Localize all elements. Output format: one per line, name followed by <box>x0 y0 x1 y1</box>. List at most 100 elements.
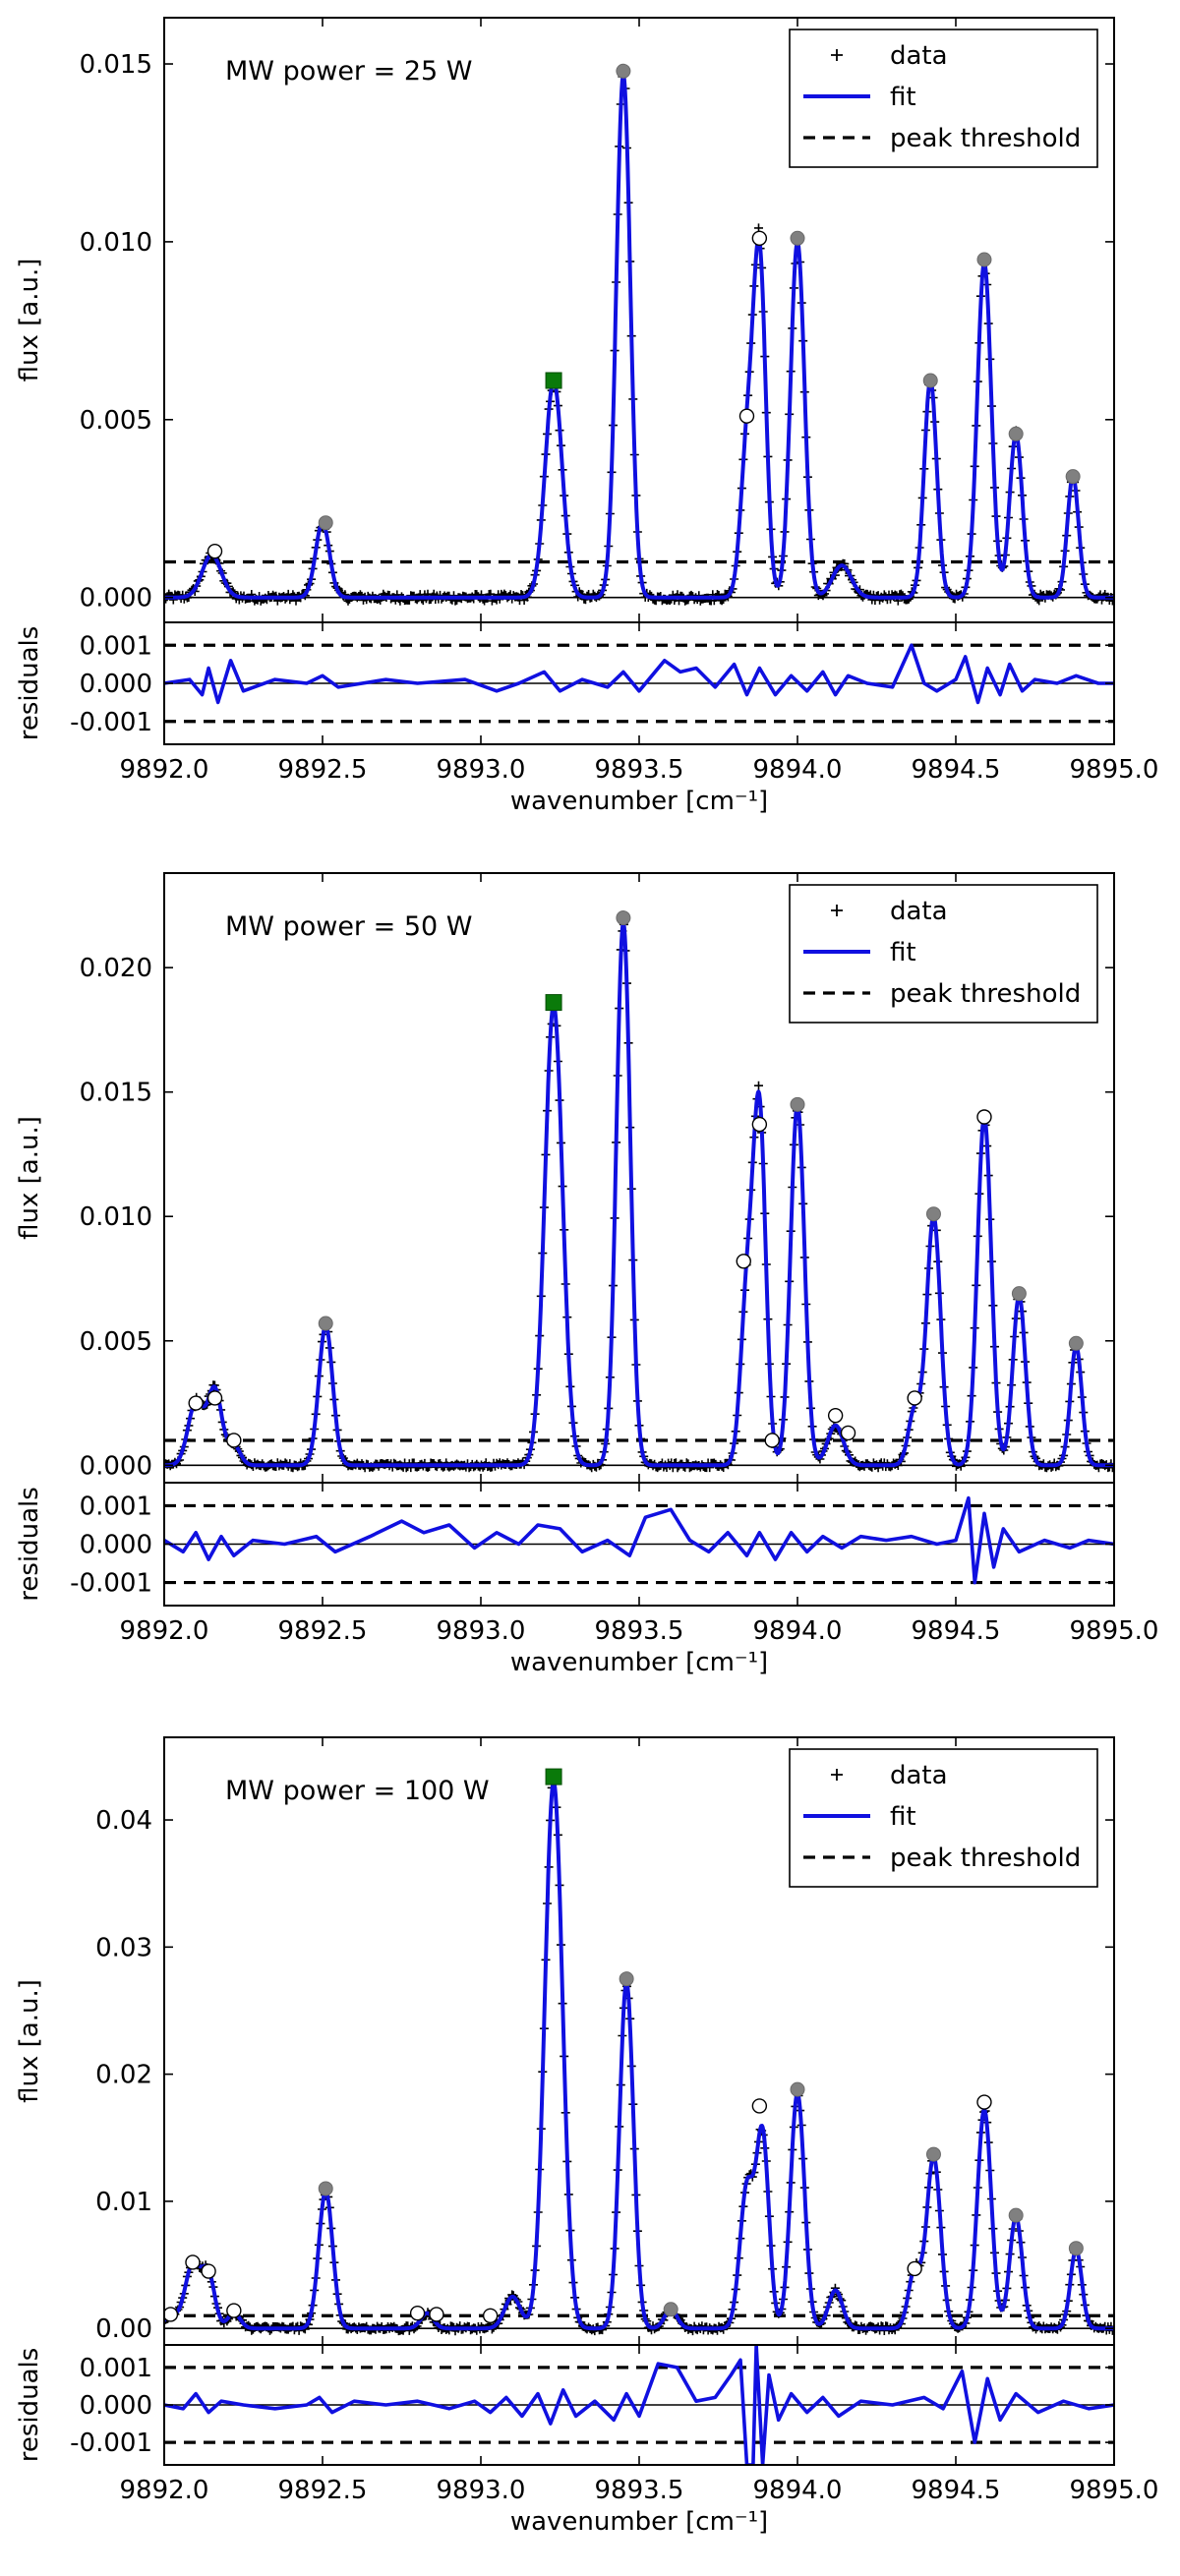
residual-plot-area <box>164 2345 1114 2465</box>
y-tick-label: 0.020 <box>80 954 152 983</box>
x-tick-label: 9893.0 <box>437 2476 526 2505</box>
peak-marker-open <box>751 2098 768 2114</box>
x-tick-label: 9895.0 <box>1070 755 1159 785</box>
y-tick-label: 0.010 <box>80 1202 152 1232</box>
peak-marker <box>616 910 631 926</box>
peak-marker-open <box>226 1433 242 1448</box>
peak-marker <box>925 2146 941 2162</box>
x-tick-label: 9893.5 <box>595 2476 684 2505</box>
x-tick-label: 9894.0 <box>753 1616 843 1646</box>
y-axis-label: flux [a.u.] <box>15 1116 44 1240</box>
peak-marker <box>318 1316 333 1331</box>
reference-peak-marker <box>545 372 562 389</box>
residual-y-tick-label: -0.001 <box>70 708 152 737</box>
x-axis-label: wavenumber [cm⁻¹] <box>510 787 768 816</box>
peak-marker <box>790 2081 805 2097</box>
y-tick-label: 0.000 <box>80 1451 152 1481</box>
y-tick-label: 0.03 <box>95 1933 152 1962</box>
peak-marker <box>663 2302 678 2317</box>
chart-panel: 0.000 0.005 0.010 0.015 0.020 flux [a.u.] MW p… <box>15 872 1159 1677</box>
peak-marker <box>922 373 938 388</box>
residual-y-tick-label: 0.001 <box>80 1492 152 1521</box>
peak-marker <box>790 230 805 246</box>
residual-plot-area <box>164 643 1114 724</box>
peak-marker <box>318 2181 333 2196</box>
legend-label-fit: fit <box>890 938 916 967</box>
y-tick-label: 0.015 <box>80 1079 152 1108</box>
residual-y-tick-label: 0.001 <box>80 2354 152 2383</box>
peak-marker-open <box>907 2260 922 2277</box>
residual-line <box>164 1495 1114 1585</box>
x-tick-label: 9893.5 <box>595 1616 684 1646</box>
peak-marker-open <box>976 1109 992 1125</box>
residual-y-tick-label: -0.001 <box>70 1569 152 1599</box>
peak-marker <box>1068 2241 1084 2256</box>
peak-marker-open <box>409 2305 426 2321</box>
reference-peak-marker <box>545 1768 562 1786</box>
residuals-axis-label: residuals <box>15 1487 44 1602</box>
x-tick-label: 9892.5 <box>278 1616 368 1646</box>
legend-label-threshold: peak threshold <box>890 124 1081 153</box>
x-tick-label: 9892.5 <box>278 2476 368 2505</box>
x-tick-label: 9895.0 <box>1070 2476 1159 2505</box>
x-tick-label: 9892.0 <box>120 755 209 785</box>
fit-line <box>164 920 1114 1468</box>
x-tick-label: 9895.0 <box>1070 1616 1159 1646</box>
residual-y-tick-label: 0.000 <box>80 2391 152 2421</box>
peak-marker-open <box>226 2303 242 2318</box>
residual-y-tick-label: 0.000 <box>80 1531 152 1560</box>
residual-plot-area <box>164 1495 1114 1585</box>
main-plot-area <box>164 910 1114 1473</box>
residuals-axis-label: residuals <box>15 626 44 741</box>
peak-marker <box>976 252 992 267</box>
x-tick-label: 9894.0 <box>753 755 843 785</box>
y-tick-label: 0.02 <box>95 2061 152 2090</box>
main-plot-area <box>164 63 1114 606</box>
y-tick-label: 0.005 <box>80 1327 152 1357</box>
residual-line <box>164 2345 1114 2465</box>
y-tick-label: 0.015 <box>80 50 152 80</box>
x-tick-label: 9894.5 <box>912 755 1001 785</box>
legend-label-fit: fit <box>890 83 916 112</box>
x-tick-label: 9893.0 <box>437 1616 526 1646</box>
y-tick-label: 0.04 <box>95 1806 152 1836</box>
legend-label-data: data <box>890 1761 948 1790</box>
peak-marker <box>616 63 631 79</box>
peak-marker-open <box>185 2254 201 2270</box>
peak-marker <box>318 515 333 531</box>
y-axis-label: flux [a.u.] <box>15 259 44 382</box>
y-tick-label: 0.005 <box>80 406 152 436</box>
peak-marker <box>1008 426 1024 441</box>
peak-marker <box>790 1096 805 1112</box>
y-tick-label: 0.00 <box>95 2314 152 2344</box>
y-tick-label: 0.000 <box>80 584 152 614</box>
residual-y-tick-label: 0.001 <box>80 631 152 661</box>
x-axis-label: wavenumber [cm⁻¹] <box>510 1648 768 1677</box>
peak-marker-open <box>751 230 768 246</box>
peak-marker-open <box>201 2263 216 2279</box>
x-axis-label: wavenumber [cm⁻¹] <box>510 2507 768 2537</box>
residual-y-tick-label: -0.001 <box>70 2429 152 2458</box>
x-tick-label: 9894.5 <box>912 1616 1001 1646</box>
peak-marker-open <box>206 1390 223 1406</box>
x-tick-label: 9894.5 <box>912 2476 1001 2505</box>
legend-label-fit: fit <box>890 1802 916 1832</box>
peak-marker-open <box>840 1425 856 1441</box>
peak-marker-open <box>751 1116 768 1133</box>
y-axis-label: flux [a.u.] <box>15 1979 44 2103</box>
y-tick-label: 0.01 <box>95 2188 152 2217</box>
legend-label-data: data <box>890 41 948 71</box>
legend-label-data: data <box>890 897 948 926</box>
legend-label-threshold: peak threshold <box>890 1844 1081 1873</box>
residual-line <box>164 643 1114 705</box>
peak-marker-open <box>764 1433 780 1448</box>
reference-peak-marker <box>545 994 562 1012</box>
chart-panel: 0.00 0.01 0.02 0.03 0.04 flux [a.u.] MW power … <box>15 1736 1159 2537</box>
peak-marker-open <box>976 2094 992 2110</box>
residuals-axis-label: residuals <box>15 2348 44 2463</box>
power-annotation: MW power = 100 W <box>225 1776 490 1806</box>
peak-marker <box>1008 2207 1024 2223</box>
peak-marker-open <box>736 1254 751 1269</box>
peak-marker <box>925 1206 941 1222</box>
